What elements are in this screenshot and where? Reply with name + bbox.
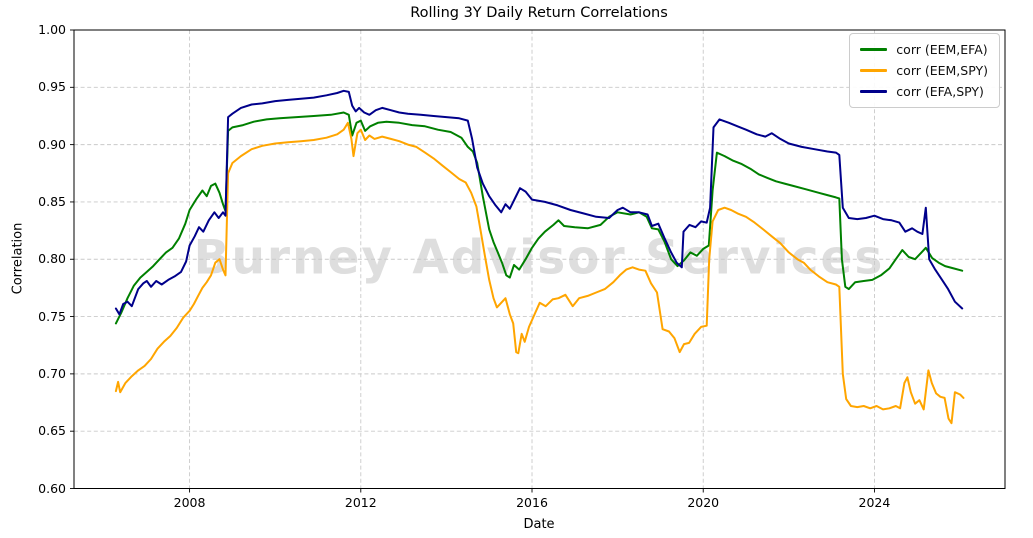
- legend: corr (EEM,EFA) corr (EEM,SPY) corr (EFA,…: [849, 33, 1000, 108]
- legend-item-eem-efa: corr (EEM,EFA): [860, 42, 988, 57]
- series-line-corr-efa-spy-: [114, 89, 964, 316]
- legend-item-eem-spy: corr (EEM,SPY): [860, 63, 988, 78]
- series-line-corr-eem-spy-: [114, 121, 965, 425]
- legend-item-efa-spy: corr (EFA,SPY): [860, 84, 988, 99]
- legend-line-swatch-orange: [860, 69, 888, 72]
- legend-line-swatch-navy: [860, 90, 888, 93]
- y-tick-label: 0.75: [38, 308, 66, 324]
- legend-label: corr (EEM,SPY): [896, 63, 988, 78]
- x-tick-label: 2016: [516, 495, 548, 510]
- y-tick-label: 0.80: [38, 251, 66, 267]
- legend-label: corr (EEM,EFA): [896, 42, 988, 57]
- legend-line-swatch-green: [860, 48, 888, 51]
- chart-title: Rolling 3Y Daily Return Correlations: [410, 5, 668, 21]
- y-tick-label: 0.70: [38, 365, 66, 381]
- y-tick-label: 0.85: [38, 193, 66, 209]
- y-tick-label: 0.65: [38, 423, 66, 439]
- y-tick-label: 1.00: [38, 22, 66, 37]
- legend-label: corr (EFA,SPY): [896, 84, 984, 99]
- x-tick-label: 2024: [858, 495, 891, 510]
- series-line-corr-eem-efa-: [114, 111, 964, 325]
- y-tick-label: 0.95: [38, 79, 66, 95]
- x-tick-label: 2012: [344, 495, 377, 510]
- x-tick-label: 2008: [173, 495, 206, 510]
- x-axis-label: Date: [523, 517, 555, 532]
- y-tick-label: 0.90: [38, 136, 66, 152]
- y-tick-label: 0.60: [38, 480, 66, 496]
- x-tick-label: 2020: [687, 495, 720, 510]
